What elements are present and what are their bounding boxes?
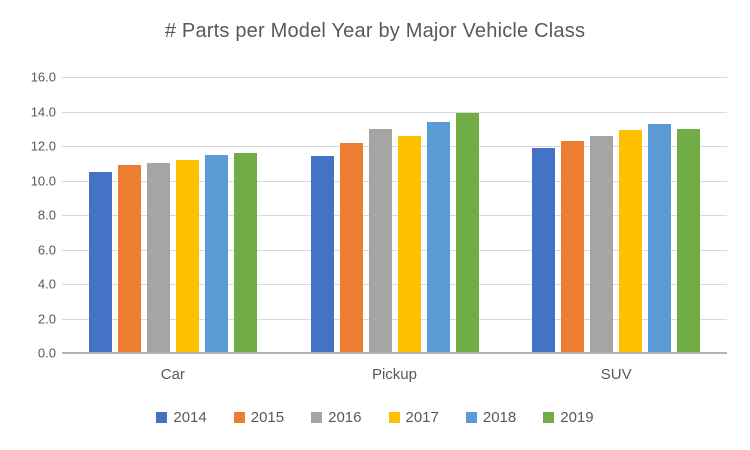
category-label-pickup: Pickup [371,366,417,383]
bar-suv-2019 [677,128,701,353]
gridline-10 [62,180,727,182]
category-label-car: Car [160,366,185,383]
bar-suv-2014 [532,147,556,353]
y-tick-label-10.0: 10.0 [30,173,56,188]
legend: 2014 2015 2016 2017 2018 2019 [0,409,750,426]
bar-car-2018 [204,154,228,353]
legend-label: 2017 [405,409,439,426]
y-tick-label-12.0: 12.0 [30,138,56,154]
legend-swatch-icon [465,412,477,423]
gridline-16 [62,77,727,78]
y-tick-label-4.0: 4.0 [37,276,56,292]
legend-swatch-icon [543,412,555,423]
bar-suv-2015 [561,140,585,353]
legend-item-2014: 2014 [156,409,207,426]
x-axis-line [62,352,727,354]
legend-swatch-icon [311,412,323,423]
bar-car-2015 [117,164,141,353]
legend-item-2019: 2019 [543,409,594,426]
legend-label: 2015 [250,409,285,426]
legend-label: 2014 [173,409,207,426]
legend-item-2017: 2017 [388,409,439,426]
y-tick-label-8.0: 8.0 [37,207,56,223]
chart-title: # Parts per Model Year by Major Vehicle … [164,20,586,42]
gridline-6 [62,249,727,251]
legend-item-2015: 2015 [233,409,285,426]
bar-suv-2018 [648,123,672,353]
legend-swatch-icon [233,412,245,423]
legend-item-2018: 2018 [465,409,517,426]
bar-car-2017 [175,159,199,353]
bar-car-2019 [233,152,257,353]
bar-car-2014 [88,171,112,353]
bar-car-2016 [146,163,170,353]
legend-swatch-icon [388,412,400,423]
y-tick-label-16.0: 16.0 [30,69,56,85]
y-tick-label-2.0: 2.0 [37,311,56,326]
y-tick-label-0.0: 0.0 [37,345,56,361]
bar-suv-2016 [590,135,614,353]
legend-label: 2016 [328,409,362,426]
bar-pickup-2016 [368,128,392,353]
gridline-4 [62,284,727,285]
bar-pickup-2015 [339,142,363,353]
gridline-8 [62,215,727,216]
category-label-suv: SUV [600,366,632,383]
legend-swatch-icon [156,412,168,423]
bar-pickup-2014 [310,156,334,353]
y-tick-label-14.0: 14.0 [30,104,56,119]
gridline-12 [62,146,727,147]
bar-suv-2017 [619,130,643,353]
bar-pickup-2017 [397,135,421,353]
legend-label: 2018 [482,409,517,426]
bar-pickup-2019 [455,113,479,353]
legend-item-2016: 2016 [311,409,362,426]
gridline-14 [62,111,727,113]
y-tick-label-6.0: 6.0 [37,242,56,257]
gridline-2 [62,318,727,320]
plot-area [62,77,727,354]
bar-pickup-2018 [426,121,450,353]
legend-label: 2019 [560,409,594,426]
